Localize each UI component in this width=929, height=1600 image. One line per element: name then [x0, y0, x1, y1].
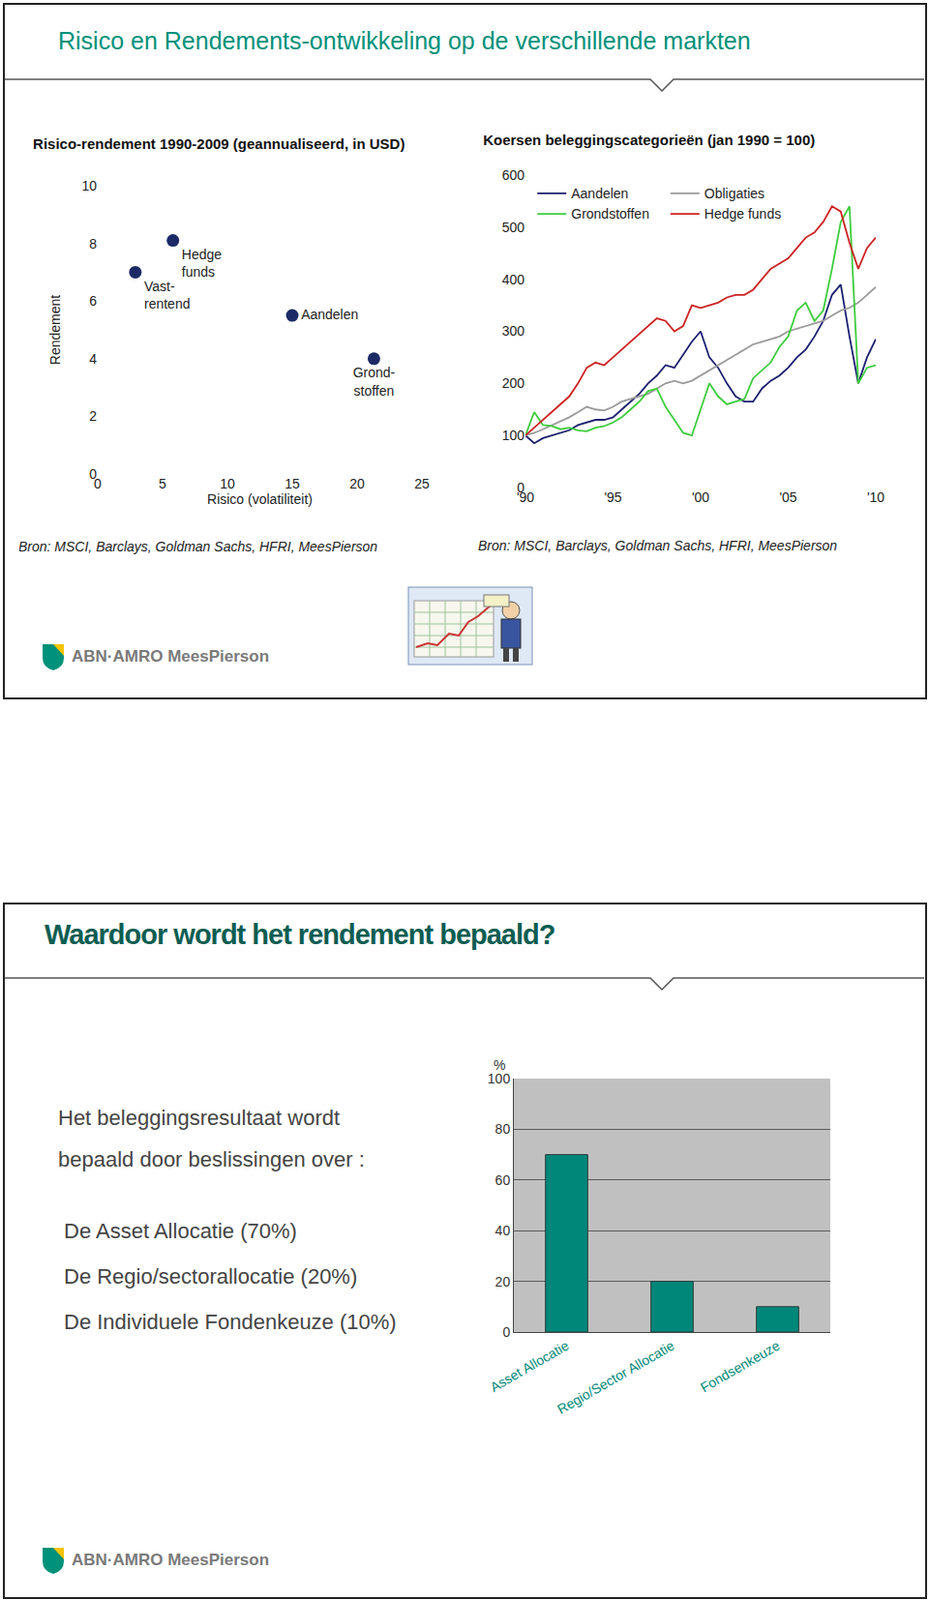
svg-text:Vast-rentend: Vast-rentend	[144, 278, 190, 312]
html-text:ABN·AMRO MeesPierson: ABN·AMRO MeesPierson	[71, 647, 270, 666]
svg-text:'95: '95	[603, 489, 622, 506]
svg-text:5: 5	[158, 476, 167, 492]
svg-text:15: 15	[284, 476, 300, 492]
svg-text:0: 0	[502, 1324, 510, 1341]
svg-text:2: 2	[89, 408, 97, 424]
svg-text:Koersen beleggingscategorieën: Koersen beleggingscategorieën (jan 1990 …	[482, 131, 815, 149]
svg-text:Grondstoffen: Grondstoffen	[570, 206, 650, 222]
svg-text:200: 200	[502, 375, 526, 391]
svg-text:500: 500	[502, 219, 526, 236]
svg-text:400: 400	[502, 271, 526, 288]
svg-text:10: 10	[219, 476, 236, 492]
html-text:De Individuele Fondenkeuze (10: De Individuele Fondenkeuze (10%)	[63, 1310, 397, 1335]
html-text:De Asset Allocatie (70%): De Asset Allocatie (70%)	[63, 1219, 297, 1244]
svg-text:80: 80	[495, 1121, 511, 1138]
svg-text:300: 300	[502, 323, 526, 339]
svg-text:Bron: MSCI, Barclays, Goldman: Bron: MSCI, Barclays, Goldman Sachs, HFR…	[19, 539, 378, 555]
svg-text:0: 0	[89, 466, 97, 482]
html-text:Risico en Rendements-ontwikkel: Risico en Rendements-ontwikkeling op de …	[58, 27, 751, 55]
svg-text:0: 0	[516, 479, 525, 496]
svg-text:Fondsenkeuze: Fondsenkeuze	[697, 1337, 783, 1396]
svg-text:Bron: MSCI, Barclays, Goldman: Bron: MSCI, Barclays, Goldman Sachs, HFR…	[478, 538, 838, 554]
svg-text:Rendement: Rendement	[47, 295, 63, 365]
svg-text:6: 6	[89, 293, 97, 309]
html-text:De Regio/sectorallocatie (20%): De Regio/sectorallocatie (20%)	[63, 1264, 358, 1289]
html-text:bepaald door beslissingen over: bepaald door beslissingen over :	[58, 1147, 365, 1172]
svg-text:Aandelen: Aandelen	[570, 185, 629, 202]
svg-text:20: 20	[349, 476, 365, 492]
html-text:Waardoor wordt het rendement b: Waardoor wordt het rendement bepaald?	[44, 919, 555, 951]
svg-text:'10: '10	[867, 489, 885, 506]
svg-text:Regio/Sector Allocatie: Regio/Sector Allocatie	[554, 1337, 678, 1417]
svg-text:'00: '00	[691, 489, 710, 506]
svg-text:600: 600	[502, 167, 526, 183]
svg-text:4: 4	[89, 351, 97, 367]
svg-text:Risico-rendement 1990-2009 (ge: Risico-rendement 1990-2009 (geannualisee…	[32, 135, 405, 152]
svg-text:Grond-stoffen: Grond-stoffen	[353, 364, 396, 398]
svg-text:Risico (volatiliteit): Risico (volatiliteit)	[207, 491, 313, 508]
svg-text:0: 0	[93, 476, 102, 492]
svg-text:60: 60	[495, 1172, 511, 1189]
svg-text:'90: '90	[516, 489, 535, 506]
html-text:ABN·AMRO MeesPierson: ABN·AMRO MeesPierson	[71, 1551, 270, 1570]
svg-text:100: 100	[487, 1071, 511, 1087]
svg-text:Asset Allocatie: Asset Allocatie	[487, 1338, 572, 1396]
svg-text:%: %	[493, 1057, 506, 1074]
svg-text:'05: '05	[779, 489, 797, 506]
svg-text:Hedge funds: Hedge funds	[704, 206, 781, 222]
svg-text:8: 8	[89, 236, 97, 252]
svg-text:20: 20	[495, 1274, 511, 1290]
svg-text:Obligaties: Obligaties	[704, 185, 765, 202]
svg-text:25: 25	[414, 476, 430, 492]
svg-text:Aandelen: Aandelen	[300, 306, 359, 323]
svg-text:Hedgefunds: Hedgefunds	[181, 246, 222, 280]
svg-text:10: 10	[81, 178, 97, 194]
svg-text:100: 100	[502, 427, 526, 444]
html-text:Het beleggingsresultaat wordt: Het beleggingsresultaat wordt	[58, 1106, 340, 1131]
svg-text:40: 40	[495, 1223, 511, 1239]
